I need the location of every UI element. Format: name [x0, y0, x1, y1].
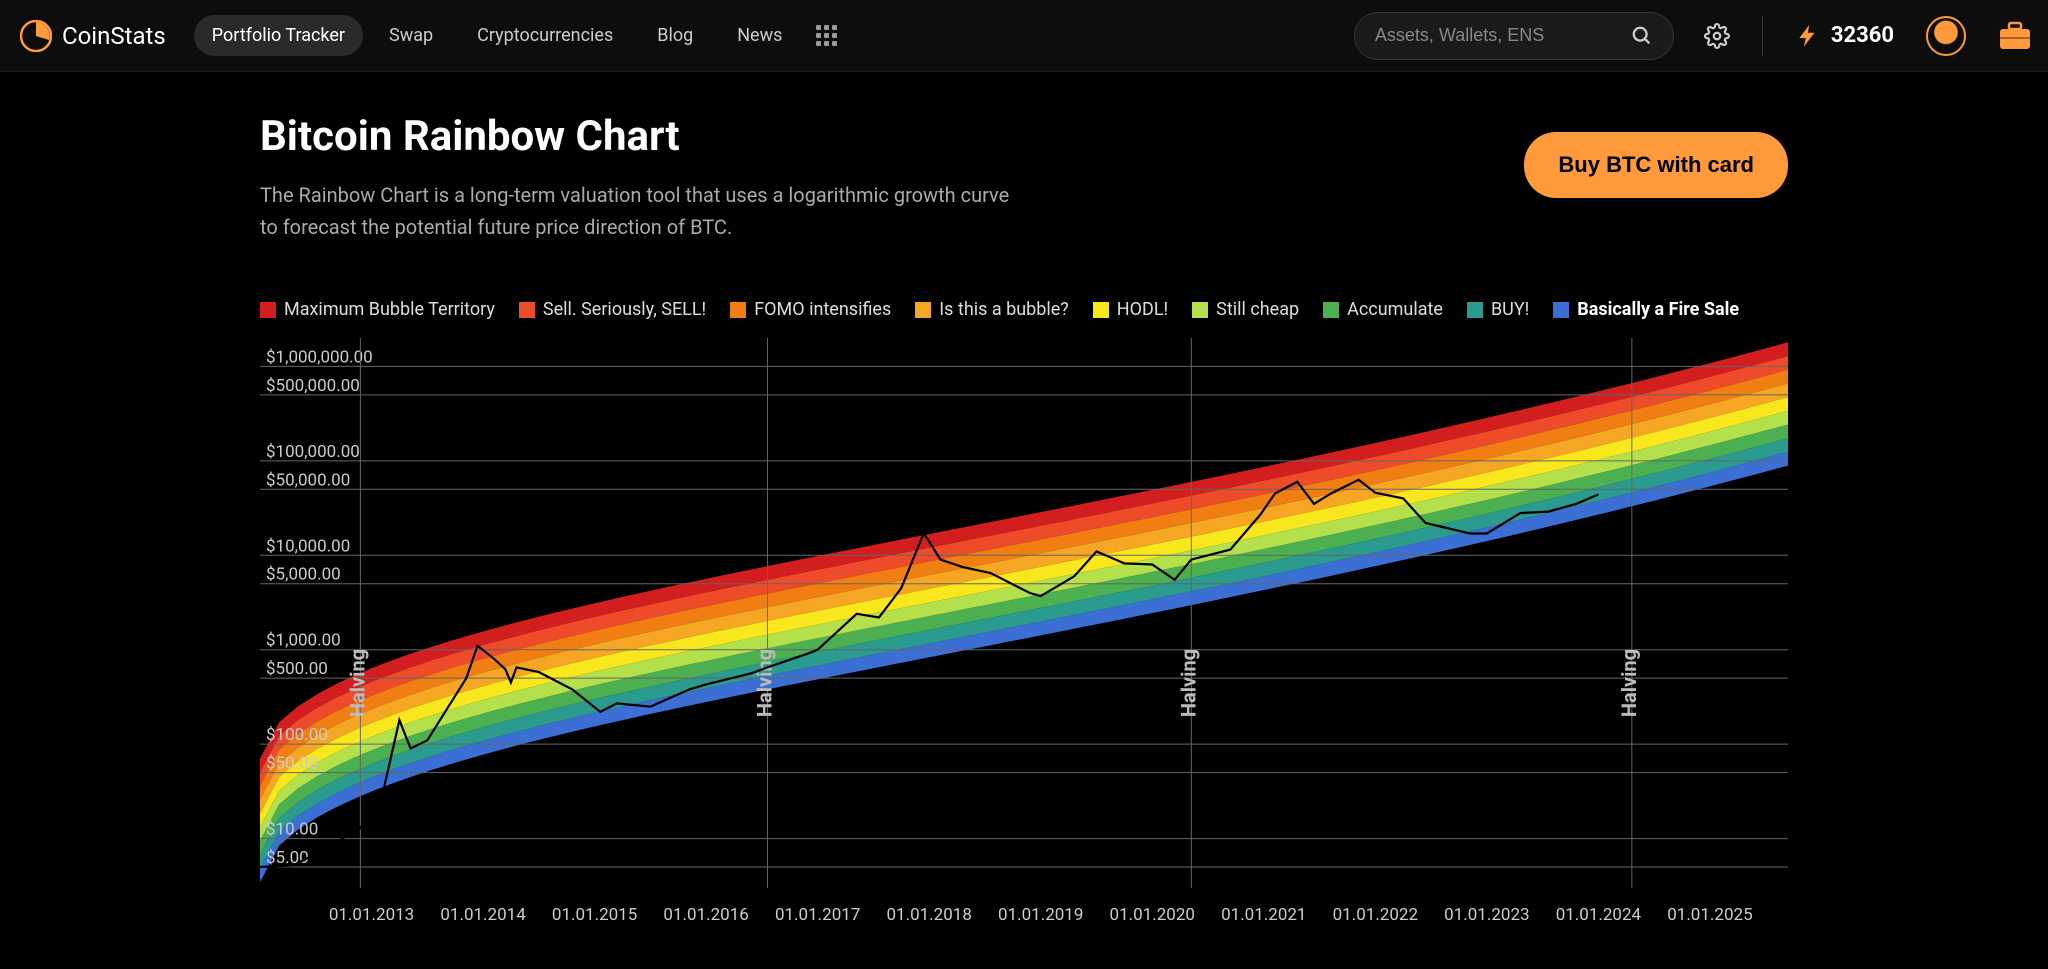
- legend-swatch: [1467, 302, 1483, 318]
- halving-label: Halving: [1176, 649, 1200, 717]
- nav-item-news[interactable]: News: [719, 15, 800, 56]
- x-tick-label: 01.01.2019: [998, 905, 1083, 925]
- halving-label: Halving: [1617, 649, 1641, 717]
- main-content: Bitcoin Rainbow Chart The Rainbow Chart …: [0, 72, 2048, 928]
- x-tick-label: 01.01.2023: [1444, 905, 1529, 925]
- legend-label: Accumulate: [1347, 299, 1443, 320]
- legend-label: Basically a Fire Sale: [1577, 299, 1739, 320]
- y-tick-label: $1,000,000.00: [266, 347, 373, 367]
- points-value: 32360: [1831, 23, 1894, 48]
- halving-label: Halving: [752, 649, 776, 717]
- x-tick-label: 01.01.2013: [329, 905, 414, 925]
- gear-icon[interactable]: [1704, 23, 1730, 49]
- y-tick-label: $10,000.00: [266, 536, 350, 556]
- search-input[interactable]: [1375, 25, 1631, 46]
- search-box[interactable]: [1354, 12, 1674, 60]
- search-icon[interactable]: [1631, 25, 1653, 47]
- header: CoinStats Portfolio TrackerSwapCryptocur…: [0, 0, 2048, 72]
- legend-swatch: [1093, 302, 1109, 318]
- y-tick-label: $1,000.00: [266, 631, 341, 651]
- x-tick-label: 01.01.2021: [1221, 905, 1306, 925]
- bolt-icon: [1795, 23, 1821, 49]
- legend-swatch: [519, 302, 535, 318]
- legend-swatch: [1192, 302, 1208, 318]
- legend-label: HODL!: [1117, 299, 1168, 320]
- divider: [1762, 16, 1763, 56]
- nav-item-blog[interactable]: Blog: [639, 15, 711, 56]
- y-tick-label: $500.00: [266, 659, 328, 679]
- legend-item[interactable]: BUY!: [1467, 299, 1529, 320]
- y-tick-label: $10.00: [266, 820, 318, 840]
- legend-item[interactable]: Maximum Bubble Territory: [260, 299, 495, 320]
- header-right: 32360: [1704, 16, 2032, 56]
- legend-label: FOMO intensifies: [754, 299, 891, 320]
- points-display[interactable]: 32360: [1795, 23, 1894, 49]
- x-tick-label: 01.01.2017: [775, 905, 860, 925]
- legend-label: Still cheap: [1216, 299, 1299, 320]
- legend-swatch: [730, 302, 746, 318]
- legend-swatch: [1323, 302, 1339, 318]
- legend-swatch: [260, 302, 276, 318]
- page-subtitle: The Rainbow Chart is a long-term valuati…: [260, 179, 1020, 243]
- x-tick-label: 01.01.2022: [1333, 905, 1418, 925]
- chart-section: Maximum Bubble Territory Sell. Seriously,…: [260, 299, 1788, 928]
- apps-grid-icon[interactable]: [816, 25, 838, 47]
- y-tick-label: $100.00: [266, 725, 328, 745]
- buy-btc-button[interactable]: Buy BTC with card: [1524, 132, 1788, 198]
- y-tick-label: $50.00: [266, 754, 318, 774]
- page-title: Bitcoin Rainbow Chart: [260, 112, 1020, 161]
- briefcase-icon[interactable]: [1998, 21, 2032, 51]
- logo[interactable]: CoinStats: [20, 20, 166, 52]
- rainbow-chart[interactable]: $1,000,000.00 $500,000.00 $100,000.00 $50,0…: [260, 328, 1788, 928]
- x-tick-label: 01.01.2024: [1556, 905, 1642, 925]
- main-nav: Portfolio TrackerSwapCryptocurrenciesBlo…: [194, 15, 801, 56]
- x-tick-label: 01.01.2018: [886, 905, 971, 925]
- x-tick-label: 01.01.2020: [1110, 905, 1195, 925]
- legend-item[interactable]: Sell. Seriously, SELL!: [519, 299, 706, 320]
- y-tick-label: $5,000.00: [266, 565, 341, 585]
- avatar[interactable]: [1926, 16, 1966, 56]
- legend-label: BUY!: [1491, 299, 1529, 320]
- nav-item-portfolio-tracker[interactable]: Portfolio Tracker: [194, 15, 363, 56]
- legend-item[interactable]: Basically a Fire Sale: [1553, 299, 1739, 320]
- x-tick-label: 01.01.2025: [1667, 905, 1752, 925]
- nav-item-cryptocurrencies[interactable]: Cryptocurrencies: [459, 15, 631, 56]
- x-tick-label: 01.01.2016: [663, 905, 748, 925]
- legend-item[interactable]: Accumulate: [1323, 299, 1443, 320]
- halving-label: Halving: [345, 649, 369, 717]
- legend-label: Maximum Bubble Territory: [284, 299, 495, 320]
- x-tick-label: 01.01.2015: [552, 905, 637, 925]
- y-tick-label: $50,000.00: [266, 470, 350, 490]
- legend-item[interactable]: FOMO intensifies: [730, 299, 891, 320]
- legend-swatch: [915, 302, 931, 318]
- coinstats-logo-icon: [20, 20, 52, 52]
- legend-item[interactable]: HODL!: [1093, 299, 1168, 320]
- legend-item[interactable]: Still cheap: [1192, 299, 1299, 320]
- legend-swatch: [1553, 302, 1569, 318]
- legend-label: Sell. Seriously, SELL!: [543, 299, 706, 320]
- nav-item-swap[interactable]: Swap: [371, 15, 451, 56]
- x-tick-label: 01.01.2014: [440, 905, 526, 925]
- legend-item[interactable]: Is this a bubble?: [915, 299, 1069, 320]
- chart-legend: Maximum Bubble Territory Sell. Seriously,…: [260, 299, 1788, 320]
- brand-text: CoinStats: [62, 22, 166, 50]
- legend-label: Is this a bubble?: [939, 299, 1069, 320]
- y-tick-label: $100,000.00: [266, 442, 360, 462]
- y-tick-label: $500,000.00: [266, 376, 360, 396]
